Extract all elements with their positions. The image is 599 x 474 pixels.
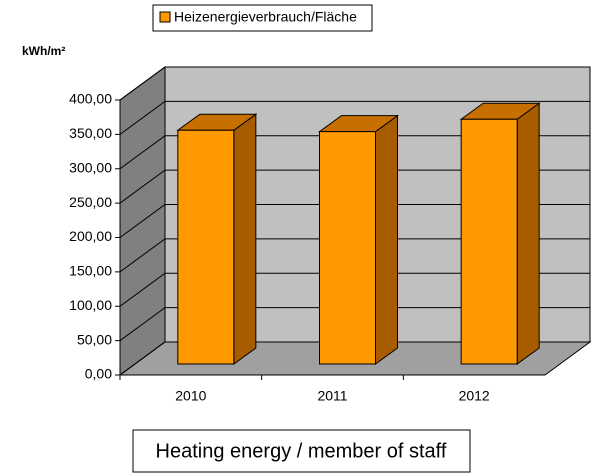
caption: Heating energy / member of staff <box>156 440 447 462</box>
bar-side <box>375 114 398 365</box>
y-tick-label: 250,00 <box>69 194 112 210</box>
bar-side <box>233 113 257 365</box>
y-tick-label: 200,00 <box>69 228 112 244</box>
grid-line <box>119 272 590 307</box>
legend-box <box>152 4 373 32</box>
bar-front <box>177 129 235 365</box>
caption-box <box>132 429 471 473</box>
bar-front <box>319 131 376 365</box>
grid-line <box>119 341 590 376</box>
y-tick-label: 50,00 <box>77 331 112 347</box>
y-axis-label: kWh/m² <box>22 44 65 58</box>
legend-label: Heizenergieverbrauch/Fläche <box>174 9 357 25</box>
y-tick-label: 150,00 <box>69 263 112 279</box>
grid-line <box>119 204 590 238</box>
grid-line <box>119 66 590 101</box>
x-tick-label: 2012 <box>459 388 490 404</box>
y-tick-label: 400,00 <box>69 91 112 107</box>
grid-line <box>119 100 590 135</box>
grid-line <box>119 169 590 204</box>
y-tick-label: 350,00 <box>69 125 112 141</box>
grid-line <box>119 307 590 342</box>
legend-swatch <box>159 11 171 23</box>
y-tick-label: 0,00 <box>85 366 112 382</box>
bar <box>176 113 258 365</box>
bar <box>459 102 541 365</box>
grid-line <box>119 238 590 273</box>
x-tick-label: 2010 <box>175 388 206 404</box>
x-tick-label: 2011 <box>317 388 347 404</box>
y-tick-label: 100,00 <box>69 297 112 313</box>
grid-line <box>119 135 590 170</box>
y-tick-label: 300,00 <box>69 159 112 175</box>
bar-side <box>516 102 540 365</box>
bar-front <box>460 118 518 365</box>
bar <box>317 114 400 365</box>
